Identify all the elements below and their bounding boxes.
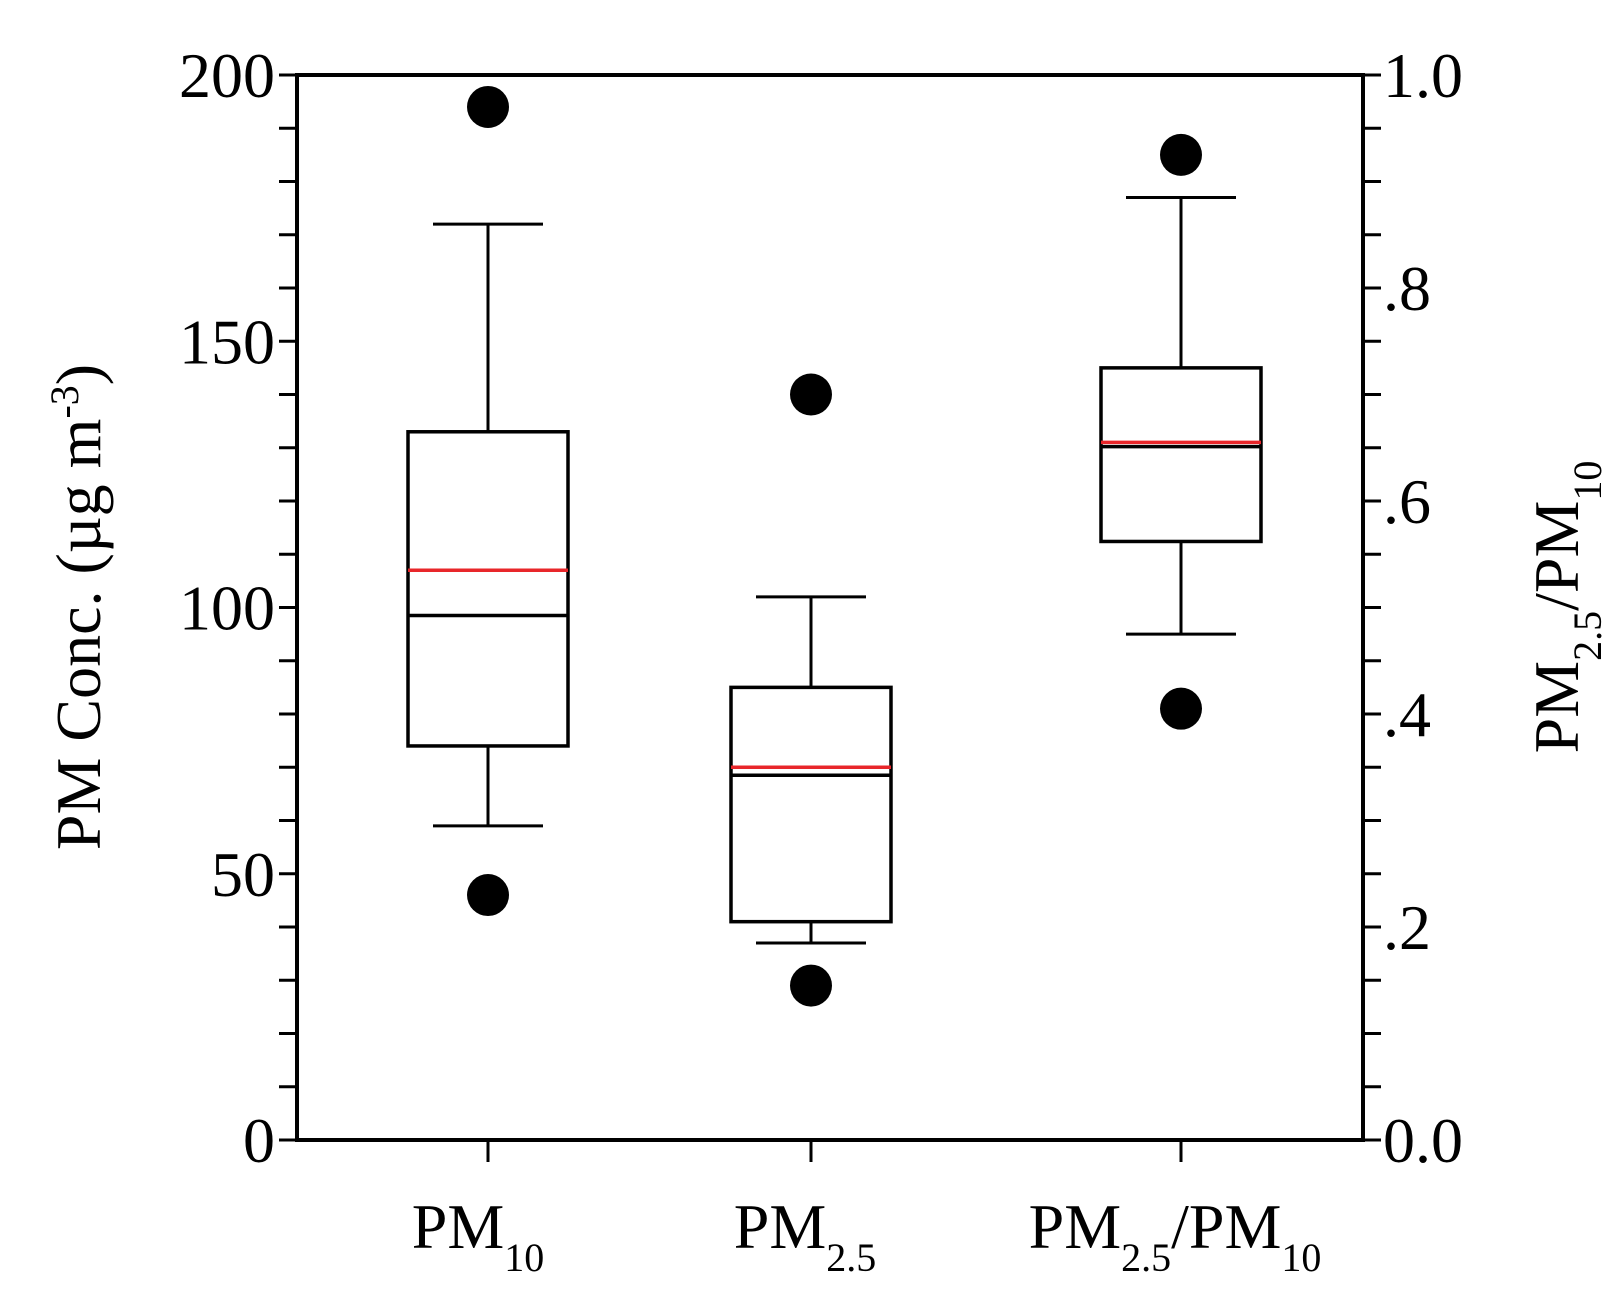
left-tick-label: 100: [179, 573, 275, 644]
right-tick-label: .2: [1383, 892, 1431, 963]
box-iqr: [729, 685, 893, 924]
box-PM10: [406, 85, 570, 917]
right-tick-label: .6: [1383, 466, 1431, 537]
left-axis-title-sup: -3: [42, 385, 87, 418]
left-tick-label: 0: [243, 1105, 275, 1176]
right-tick-label: 0.0: [1383, 1105, 1463, 1176]
right-axis-title-sub: 2.5: [1565, 611, 1610, 661]
x-axis-ticks: [486, 1140, 1183, 1162]
left-tick-label: 200: [179, 40, 275, 111]
left-axis-title-close: ): [43, 364, 114, 385]
left-tick-label: 50: [211, 839, 275, 910]
right-axis-ticks: 0.0 .2 .4 .6 .8 1.0: [1363, 40, 1463, 1176]
left-axis-ticks: 0 50 100 150 200: [179, 40, 297, 1176]
right-axis-title-sub2: 10: [1565, 461, 1610, 501]
right-tick-label: 1.0: [1383, 40, 1463, 111]
outlier-point: [790, 373, 832, 416]
box-PM2.5/PM10: [1099, 133, 1263, 730]
box-PM2.5: [729, 373, 893, 1007]
left-axis-title: PM Conc. (µg m-3): [42, 364, 115, 850]
box-iqr: [1099, 366, 1263, 544]
outlier-point: [1160, 687, 1202, 730]
boxes: [406, 85, 1263, 1007]
outlier-point: [790, 964, 832, 1007]
outlier-point: [467, 874, 509, 917]
category-label-ratio: PM2.5/PM10: [1029, 1191, 1322, 1280]
right-tick-label: .8: [1383, 253, 1431, 324]
left-tick-label: 150: [179, 306, 275, 377]
category-label-pm25: PM2.5: [734, 1191, 877, 1280]
category-label-pm10: PM10: [412, 1191, 545, 1280]
right-axis-title-main: PM: [1521, 661, 1592, 754]
right-axis-title: PM2.5/PM10: [1521, 461, 1610, 754]
left-axis-title-main: PM Conc. (µg m: [43, 419, 114, 851]
box-iqr: [406, 430, 570, 748]
outlier-point: [1160, 133, 1202, 176]
right-axis-title-slash: /PM: [1521, 501, 1592, 611]
outlier-point: [467, 85, 509, 128]
right-tick-label: .4: [1383, 679, 1431, 750]
